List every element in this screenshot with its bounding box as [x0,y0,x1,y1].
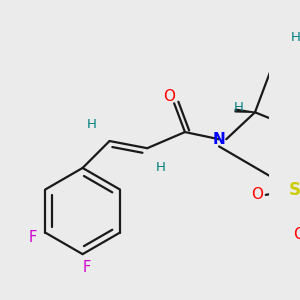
Polygon shape [235,109,255,112]
Text: S: S [289,182,300,200]
Text: F: F [83,260,91,275]
Text: O: O [293,227,300,242]
Text: H: H [87,118,97,131]
Text: H: H [290,31,300,44]
Text: O: O [251,188,263,202]
Text: O: O [163,88,175,104]
Text: H: H [234,101,244,114]
Text: H: H [156,161,166,175]
Text: F: F [28,230,37,244]
Text: N: N [213,132,225,147]
